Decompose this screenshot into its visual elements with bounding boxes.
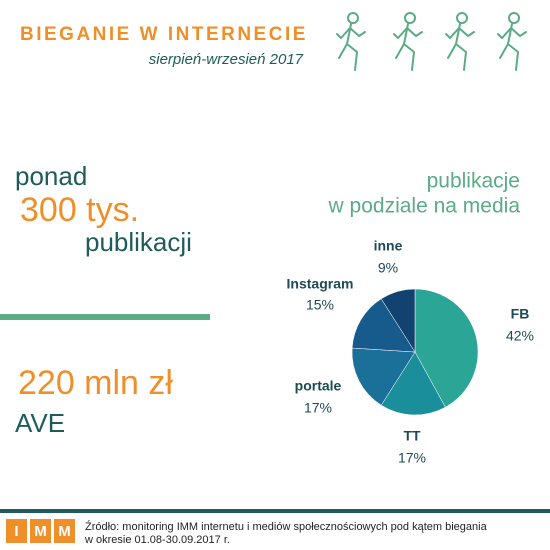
- logo-letter: I: [14, 523, 18, 540]
- slice-value: 42%: [506, 328, 534, 344]
- logo-box: [6, 519, 27, 543]
- logo-box: [54, 519, 75, 543]
- slice-value: 9%: [378, 260, 398, 276]
- runners: [336, 12, 527, 71]
- logo-letter: M: [34, 523, 47, 540]
- stat-prefix: ponad: [15, 161, 87, 191]
- slice-label: TT: [403, 428, 421, 444]
- stat-publications-label: publikacji: [85, 227, 192, 257]
- chart-title: publikacje: [427, 170, 520, 193]
- logo-letter: M: [58, 523, 71, 540]
- pie-slice: [351, 347, 416, 406]
- title: BIEGANIE W INTERNECIE: [20, 24, 308, 45]
- stat-ave-label: AVE: [15, 408, 65, 438]
- pie-slice: [414, 288, 479, 408]
- divider: [0, 314, 210, 320]
- pie-slice: [380, 288, 416, 353]
- chart-subtitle: w podziale na media: [328, 195, 521, 218]
- logo-box: [30, 519, 51, 543]
- pie-slice: [380, 351, 446, 416]
- subtitle: sierpień-wrzesień 2017: [149, 51, 304, 68]
- pie-chart: FB 42% TT 17% portale 17% Instagram 15% inne 9%: [287, 238, 534, 466]
- stat-publications: 300 tys.: [20, 191, 139, 229]
- slice-label: inne: [374, 238, 403, 254]
- source-line: w okresie 01.08-30.09.2017 r.: [84, 534, 230, 546]
- slice-value: 17%: [304, 400, 332, 416]
- source-line: Źródło: monitoring IMM internetu i medió…: [85, 520, 488, 533]
- footer-line: [0, 509, 550, 513]
- slice-label: FB: [511, 306, 530, 322]
- slice-value: 17%: [398, 450, 426, 466]
- slice-label: portale: [295, 378, 342, 394]
- pie-slice: [351, 298, 416, 353]
- slice-value: 15%: [306, 297, 334, 313]
- stat-ave-value: 220 mln zł: [18, 364, 173, 402]
- slice-label: Instagram: [287, 276, 354, 292]
